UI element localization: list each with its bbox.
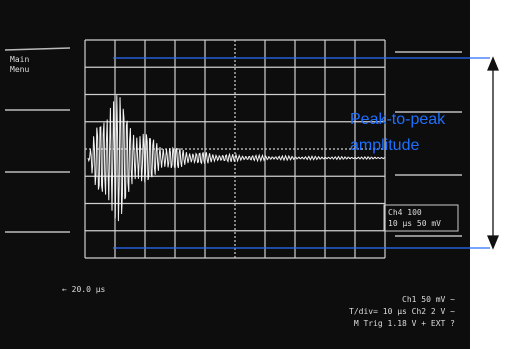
annotation: Peak-to-peak bbox=[350, 111, 446, 128]
status: Ch1 50 mV ~ bbox=[402, 295, 455, 304]
status: T/div= 10 μs Ch2 2 V ~ bbox=[349, 307, 455, 316]
annotation: amplitude bbox=[350, 137, 419, 154]
menu-label: Menu bbox=[10, 65, 29, 74]
screenshot: Main Menu ← 20.0 μs Ch4 100 10 μs 50 mV … bbox=[0, 0, 508, 349]
menu-label: Main bbox=[10, 55, 29, 64]
readout: 10 μs 50 mV bbox=[388, 219, 441, 228]
readout: Ch4 100 bbox=[388, 208, 422, 217]
status: M Trig 1.18 V + EXT ? bbox=[354, 319, 455, 328]
offset-label: ← 20.0 μs bbox=[62, 285, 106, 294]
double-arrow bbox=[488, 58, 498, 248]
